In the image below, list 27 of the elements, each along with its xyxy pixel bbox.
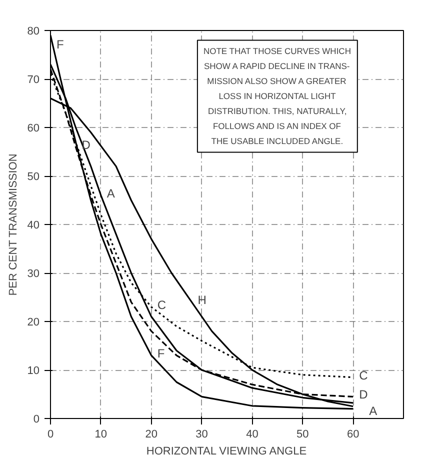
annotation: C <box>157 298 166 312</box>
y-axis-title: PER CENT TRANSMISSION <box>7 154 20 296</box>
annotation: A <box>369 404 378 418</box>
y-tick-label: 60 <box>27 122 40 134</box>
annotation: D <box>359 388 368 402</box>
y-tick-label: 20 <box>27 316 40 328</box>
annotation: NOTE THAT THOSE CURVES WHICH SHOW A RAPID DECLINE IN TRANS- MISSION ALSO SHOW A GREATER LOSS IN HORIZONTAL LIGHT DISTRIBUTION. THIS, NATURALLY, FOLLOWS AND IS AN INDEX OF THE USABLE INCLUDED ANGLE. <box>203 46 351 146</box>
y-tick-label: 10 <box>27 365 40 377</box>
x-axis-title: HORIZONTAL VIEWING ANGLE <box>146 446 307 458</box>
annotation: F <box>56 37 64 52</box>
x-tick-label: 20 <box>145 428 158 440</box>
x-tick-label: 0 <box>47 428 54 440</box>
y-tick-label: 50 <box>27 171 40 183</box>
x-tick-label: 30 <box>196 428 208 440</box>
y-tick-label: 80 <box>27 26 40 38</box>
y-tick-label: 40 <box>27 220 40 232</box>
annotation: H <box>198 293 206 308</box>
annotation: F <box>157 346 165 360</box>
annotation: C <box>359 368 368 382</box>
x-tick-label: 10 <box>94 428 108 440</box>
x-tick-label: 50 <box>296 428 309 440</box>
annotation: A <box>106 186 115 200</box>
y-tick-label: 0 <box>33 414 40 426</box>
y-tick-label: 30 <box>27 268 40 280</box>
x-tick-label: 60 <box>346 428 360 440</box>
x-tick-label: 40 <box>246 428 258 440</box>
y-tick-label: 70 <box>27 74 40 86</box>
